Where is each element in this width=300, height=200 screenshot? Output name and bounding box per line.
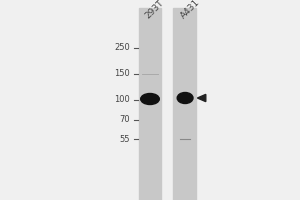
- Text: 100: 100: [114, 96, 130, 104]
- Bar: [139, 8, 161, 200]
- Text: 70: 70: [119, 116, 130, 124]
- Polygon shape: [197, 94, 206, 102]
- Text: 150: 150: [114, 70, 130, 78]
- Text: 250: 250: [114, 44, 130, 52]
- Ellipse shape: [177, 92, 193, 104]
- Ellipse shape: [141, 94, 159, 104]
- Text: 293T: 293T: [144, 0, 166, 20]
- Bar: [173, 8, 196, 200]
- Text: A431: A431: [179, 0, 202, 20]
- Text: 55: 55: [119, 134, 130, 144]
